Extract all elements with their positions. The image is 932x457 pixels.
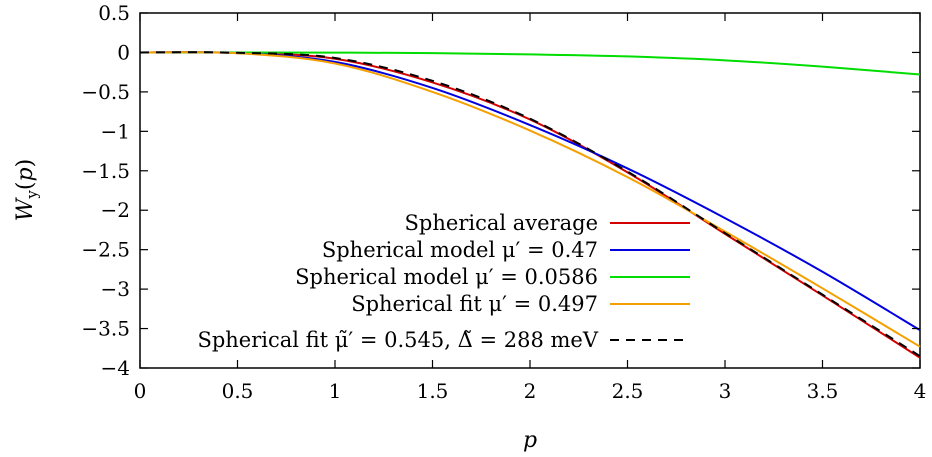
x-tick-label: 0	[134, 379, 147, 403]
legend-label-4: Spherical fit μ′ = 0.497	[351, 292, 598, 316]
x-tick-label: 2.5	[612, 379, 644, 403]
y-tick-label: −1.5	[81, 159, 130, 183]
x-tick-label: 1.5	[417, 379, 449, 403]
y-tick-label: −2.5	[81, 238, 130, 262]
x-tick-label: 3	[719, 379, 732, 403]
y-axis-label: Wy(p)	[13, 159, 41, 221]
x-tick-label: 1	[329, 379, 342, 403]
x-axis-label: p	[523, 428, 537, 453]
y-tick-label: 0.5	[98, 1, 130, 25]
x-tick-label: 3.5	[807, 379, 839, 403]
y-tick-label: 0	[117, 40, 130, 64]
series-layer	[139, 51, 921, 359]
series-line-3	[139, 51, 921, 76]
tick-layer: 0 0.5 1 1.5 2 2.5 3 3.5 4 0.5 0 −0.5 −1 −1.5 −2 −2.5 −3 −…	[81, 1, 926, 403]
y-tick-label: −0.5	[81, 80, 130, 104]
y-tick-label: −4	[101, 356, 130, 380]
legend-label-5: Spherical fit μ̃′ = 0.545, Δ̃ = 288 meV	[197, 328, 598, 352]
legend-label-3: Spherical model μ′ = 0.0586	[295, 265, 598, 289]
y-tick-label: −1	[101, 119, 130, 143]
series-line-5	[139, 51, 921, 358]
y-tick-label: −2	[101, 198, 130, 222]
y-tick-label: −3.5	[81, 317, 130, 341]
x-tick-label: 0.5	[222, 379, 254, 403]
legend-label-2: Spherical model μ′ = 0.47	[322, 238, 598, 262]
series-line-4	[139, 51, 921, 348]
legend: Spherical average Spherical model μ′ = 0.…	[197, 211, 690, 352]
x-tick-label: 2	[524, 379, 537, 403]
legend-label-1: Spherical average	[405, 211, 598, 235]
y-tick-label: −3	[101, 277, 130, 301]
x-tick-label: 4	[914, 379, 927, 403]
